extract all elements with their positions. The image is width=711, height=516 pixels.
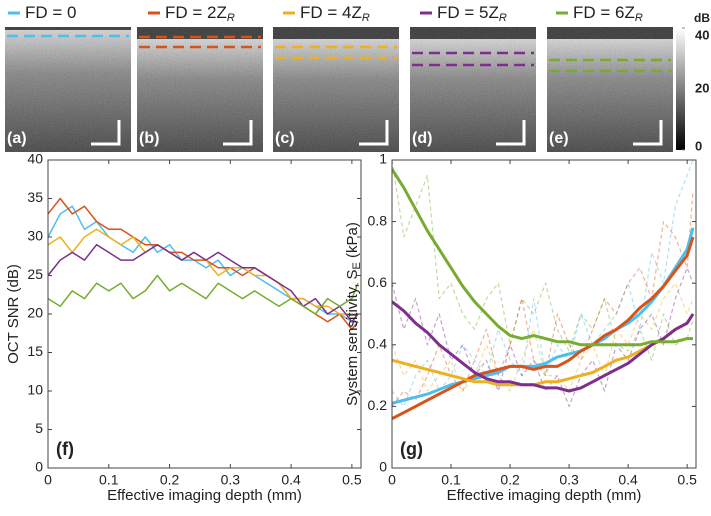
raw-line [392,190,694,407]
y-tick-label: 5 [35,420,43,436]
series-group [392,160,695,421]
plot-area [392,160,696,468]
x-tick-label: 0.4 [281,472,301,488]
series-line [48,274,359,315]
legend-name: FD = 5Z [437,3,499,22]
series-line [392,168,693,347]
y-tick-label: 0.4 [368,336,388,352]
panel-label: (a) [7,130,27,147]
x-tick-label: 0.4 [618,472,638,488]
x-axis-label: Effective imaging depth (mm) [447,487,642,504]
y-axis-label: System sensitivity, SE (kPa) [344,222,363,406]
legend-name: FD = 2Z [165,3,227,22]
colorbar [676,28,685,150]
raw-line [392,160,694,407]
raw-line [392,282,694,392]
colorbar-label: dB [694,11,710,25]
panel-label: (c) [275,130,295,147]
panel-label: (e) [549,130,569,147]
x-axis-label: Effective imaging depth (mm) [107,487,302,504]
panel-label: (b) [139,130,159,147]
y-tick-label: 0.2 [368,397,388,413]
legend-label: FD = 4ZR [300,3,370,23]
scale-bar [91,120,121,146]
y-tick-label: 20 [27,305,43,321]
y-tick-label: 10 [27,382,43,398]
series-line [392,300,695,393]
legend-subscript: R [635,12,643,24]
legend-label: FD = 6ZR [573,3,643,23]
legend-label: FD = 0 [25,3,77,22]
colorbar-tick-label: 0 [695,138,702,153]
plot-area [48,160,361,468]
x-tick-label: 0.1 [99,472,119,488]
legend-name: FD = 6Z [573,3,635,22]
y-tick-label: 0.6 [368,274,388,290]
x-tick-label: 0.5 [677,472,697,488]
scale-bar [496,120,526,146]
legend-label: FD = 2ZR [165,3,235,23]
y-tick-label: 0.8 [368,212,388,228]
legend-subscript: R [362,12,370,24]
axes-box [391,159,697,469]
x-tick-label: 0.1 [441,472,461,488]
oct-image: (d) [410,27,536,152]
image-speckle [410,27,536,152]
oct-image: (a) [5,27,131,152]
y-tick-label: 25 [27,266,43,282]
y-tick-label: 15 [27,343,43,359]
legend-subscript: R [227,12,235,24]
raw-line [392,267,694,407]
panel-label: (f) [56,439,74,459]
panel-label: (d) [412,130,432,147]
y-axis-label: OCT SNR (dB) [5,264,22,364]
y-axis-label-unit: (kPa) [344,222,361,262]
image-speckle [5,27,131,152]
x-tick-label: 0.2 [160,472,180,488]
x-tick-label: 0.3 [559,472,579,488]
x-tick-label: 0.3 [221,472,241,488]
y-tick-label: 40 [27,151,43,167]
y-axis-label-subscript: E [351,262,363,269]
y-axis-label-text: OCT SNR (dB) [5,264,22,364]
y-tick-label: 0 [35,459,43,475]
panel-label: (g) [400,439,423,459]
raw-line [392,160,694,361]
x-tick-label: 0.2 [500,472,520,488]
x-tick-label: 0 [388,472,396,488]
y-tick-label: 0 [379,459,387,475]
scale-bar [223,120,253,146]
y-tick-label: 35 [27,189,43,205]
scale-bar [633,120,663,146]
y-axis-label-text: System sensitivity, S [344,269,361,405]
legend-name: FD = 0 [25,3,77,22]
legend-label: FD = 5ZR [437,3,507,23]
scale-bar [359,120,389,146]
series-line [392,236,695,421]
oct-image: (b) [137,27,263,152]
colorbar-tick-label: 40 [695,27,709,42]
legend-name: FD = 4Z [300,3,362,22]
image-speckle [547,27,673,152]
x-tick-label: 0.5 [342,472,362,488]
oct-image: (c) [273,27,399,152]
legend-subscript: R [499,12,507,24]
colorbar-tick-label: 20 [695,80,709,95]
y-tick-label: 30 [27,228,43,244]
oct-image: (e) [547,27,673,152]
x-tick-label: 0 [44,472,52,488]
series-line [392,227,695,405]
series-line [48,243,359,323]
y-tick-label: 1 [379,151,387,167]
series-group [48,197,359,331]
